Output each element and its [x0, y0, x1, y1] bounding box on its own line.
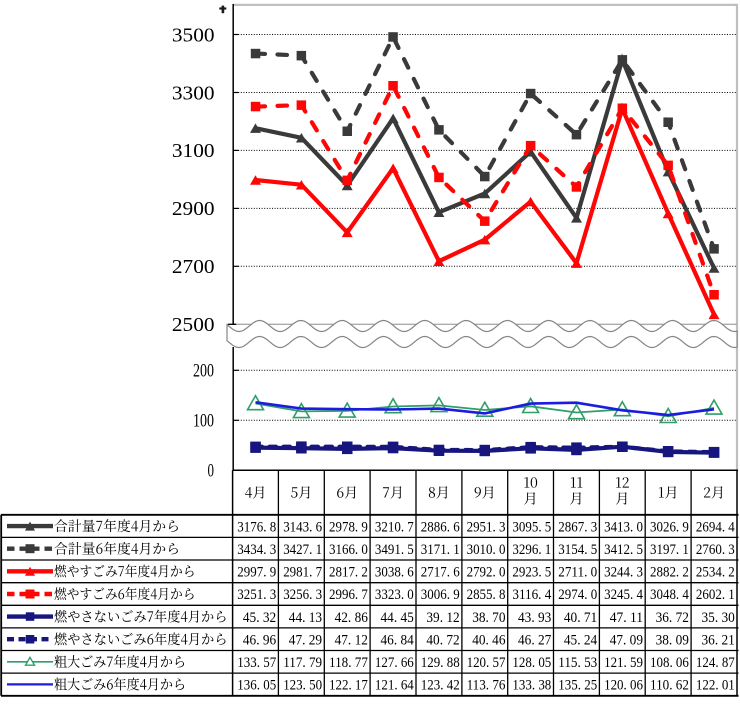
svg-text:3048. 4: 3048. 4 [650, 587, 689, 603]
svg-text:127. 66: 127. 66 [375, 655, 414, 671]
svg-text:47. 09: 47. 09 [610, 632, 643, 648]
svg-text:3413. 0: 3413. 0 [604, 519, 643, 535]
svg-text:115. 53: 115. 53 [558, 655, 597, 671]
svg-text:3491. 5: 3491. 5 [375, 542, 414, 558]
svg-text:3116. 4: 3116. 4 [512, 587, 551, 603]
svg-text:129. 88: 129. 88 [421, 655, 460, 671]
svg-text:2711. 0: 2711. 0 [558, 565, 597, 581]
svg-text:122. 17: 122. 17 [329, 678, 368, 694]
svg-text:3095. 5: 3095. 5 [512, 519, 551, 535]
svg-text:2500: 2500 [172, 314, 215, 336]
svg-text:3176. 8: 3176. 8 [237, 519, 276, 535]
svg-text:2974. 0: 2974. 0 [558, 587, 597, 603]
svg-text:3166. 0: 3166. 0 [329, 542, 368, 558]
svg-text:2981. 7: 2981. 7 [283, 565, 322, 581]
svg-text:47. 29: 47. 29 [289, 632, 322, 648]
svg-text:121. 64: 121. 64 [375, 678, 414, 694]
svg-text:120. 06: 120. 06 [604, 678, 643, 694]
svg-text:3010. 0: 3010. 0 [467, 542, 506, 558]
svg-text:108. 06: 108. 06 [650, 655, 689, 671]
svg-text:110. 62: 110. 62 [650, 678, 689, 694]
svg-text:2534. 2: 2534. 2 [696, 565, 735, 581]
svg-text:3256. 3: 3256. 3 [283, 587, 322, 603]
svg-text:3412. 5: 3412. 5 [604, 542, 643, 558]
svg-text:46. 96: 46. 96 [243, 632, 277, 648]
svg-text:43. 93: 43. 93 [518, 610, 551, 626]
svg-text:38. 70: 38. 70 [472, 610, 505, 626]
svg-text:3026. 9: 3026. 9 [650, 519, 689, 535]
svg-text:3244. 3: 3244. 3 [604, 565, 643, 581]
svg-text:128. 05: 128. 05 [512, 655, 551, 671]
svg-text:120. 57: 120. 57 [467, 655, 506, 671]
svg-text:3100: 3100 [172, 140, 215, 162]
svg-text:133. 57: 133. 57 [237, 655, 276, 671]
svg-text:3434. 3: 3434. 3 [237, 542, 276, 558]
svg-text:2760. 3: 2760. 3 [696, 542, 735, 558]
svg-text:2923. 5: 2923. 5 [512, 565, 551, 581]
svg-text:35. 30: 35. 30 [702, 610, 735, 626]
svg-text:136. 05: 136. 05 [237, 678, 276, 694]
svg-text:124. 87: 124. 87 [696, 655, 735, 671]
svg-text:3171. 1: 3171. 1 [421, 542, 460, 558]
svg-text:113. 76: 113. 76 [467, 678, 506, 694]
svg-text:2867. 3: 2867. 3 [558, 519, 597, 535]
svg-text:118. 77: 118. 77 [329, 655, 368, 671]
svg-text:200: 200 [193, 361, 214, 382]
svg-text:47. 11: 47. 11 [610, 610, 643, 626]
svg-text:135. 25: 135. 25 [558, 678, 597, 694]
svg-text:46. 27: 46. 27 [518, 632, 552, 648]
svg-text:2817. 2: 2817. 2 [329, 565, 368, 581]
svg-text:122. 01: 122. 01 [696, 678, 735, 694]
svg-text:2792. 0: 2792. 0 [467, 565, 506, 581]
svg-text:133. 38: 133. 38 [512, 678, 551, 694]
svg-text:2900: 2900 [172, 198, 215, 220]
svg-text:3006. 9: 3006. 9 [421, 587, 460, 603]
svg-text:2717. 6: 2717. 6 [421, 565, 460, 581]
svg-text:2602. 1: 2602. 1 [696, 587, 735, 603]
svg-text:123. 42: 123. 42 [421, 678, 460, 694]
svg-text:3427. 1: 3427. 1 [283, 542, 322, 558]
svg-text:3251. 3: 3251. 3 [237, 587, 276, 603]
svg-text:47. 12: 47. 12 [335, 632, 368, 648]
svg-text:39. 12: 39. 12 [426, 610, 459, 626]
svg-text:2996. 7: 2996. 7 [329, 587, 368, 603]
svg-text:117. 79: 117. 79 [283, 655, 322, 671]
svg-text:45. 32: 45. 32 [243, 610, 276, 626]
svg-text:36. 21: 36. 21 [702, 632, 735, 648]
svg-text:3210. 7: 3210. 7 [375, 519, 414, 535]
svg-text:36. 72: 36. 72 [656, 610, 689, 626]
svg-text:3500: 3500 [172, 24, 215, 46]
svg-text:2997. 9: 2997. 9 [237, 565, 276, 581]
svg-text:2694. 4: 2694. 4 [696, 519, 735, 535]
svg-text:2886. 6: 2886. 6 [421, 519, 460, 535]
svg-text:2700: 2700 [172, 256, 215, 278]
svg-text:40. 71: 40. 71 [564, 610, 597, 626]
svg-text:3300: 3300 [172, 82, 215, 104]
svg-text:44. 45: 44. 45 [381, 610, 414, 626]
svg-text:3154. 5: 3154. 5 [558, 542, 597, 558]
svg-text:40. 46: 40. 46 [472, 632, 506, 648]
svg-text:46. 84: 46. 84 [381, 632, 415, 648]
svg-text:0: 0 [208, 461, 215, 482]
svg-text:40. 72: 40. 72 [426, 632, 459, 648]
svg-text:3296. 1: 3296. 1 [512, 542, 551, 558]
svg-text:3197. 1: 3197. 1 [650, 542, 689, 558]
svg-text:2882. 2: 2882. 2 [650, 565, 689, 581]
svg-text:3245. 4: 3245. 4 [604, 587, 643, 603]
svg-text:2978. 9: 2978. 9 [329, 519, 368, 535]
svg-text:121. 59: 121. 59 [604, 655, 643, 671]
svg-text:3143. 6: 3143. 6 [283, 519, 322, 535]
svg-text:3323. 0: 3323. 0 [375, 587, 414, 603]
svg-text:42. 86: 42. 86 [335, 610, 369, 626]
svg-text:3038. 6: 3038. 6 [375, 565, 414, 581]
svg-text:38. 09: 38. 09 [656, 632, 689, 648]
svg-text:45. 24: 45. 24 [564, 632, 598, 648]
svg-text:123. 50: 123. 50 [283, 678, 322, 694]
svg-text:100: 100 [193, 411, 214, 432]
svg-text:2951. 3: 2951. 3 [467, 519, 506, 535]
svg-text:44. 13: 44. 13 [289, 610, 322, 626]
svg-text:2855. 8: 2855. 8 [467, 587, 506, 603]
